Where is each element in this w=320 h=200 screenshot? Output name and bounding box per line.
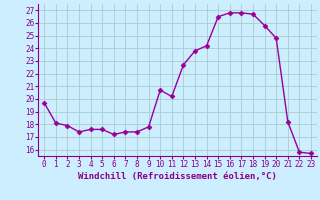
X-axis label: Windchill (Refroidissement éolien,°C): Windchill (Refroidissement éolien,°C): [78, 172, 277, 181]
